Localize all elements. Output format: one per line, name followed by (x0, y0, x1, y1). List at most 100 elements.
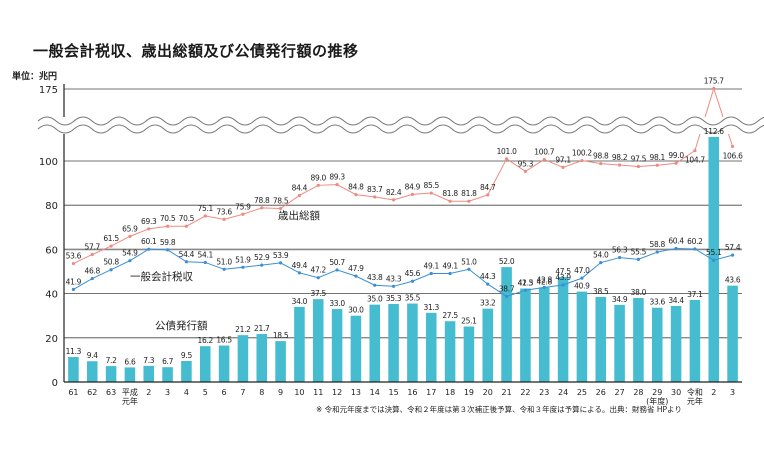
bar (670, 305, 682, 382)
bar (294, 306, 305, 382)
tax-value-label: 41.9 (66, 277, 82, 286)
x-tick-label: 27 (614, 388, 624, 397)
bar-value-label: 34.4 (668, 296, 684, 305)
tax-value-label: 43.9 (555, 273, 571, 282)
x-tick-label: 4 (184, 388, 189, 397)
x-tick-label: 20 (483, 388, 493, 397)
annotation-tax-revenue: 一般会計税収 (130, 270, 193, 283)
x-tick-label: 15 (388, 388, 398, 397)
bar-value-label: 40.9 (574, 282, 590, 291)
axis-break-mask (30, 117, 764, 134)
line-point (712, 86, 716, 91)
line-series (71, 86, 735, 299)
bar-value-label: 16.2 (198, 336, 214, 345)
expenditure-value-label: 85.5 (424, 181, 440, 190)
x-tick-label: 2 (711, 388, 716, 397)
bar (576, 291, 588, 382)
bar (538, 287, 550, 382)
line-point (222, 267, 226, 271)
line-point (109, 268, 113, 272)
bar (105, 366, 117, 382)
bar (275, 341, 286, 382)
expenditure-value-label: 78.5 (273, 197, 289, 206)
x-tick-label: 24 (558, 388, 568, 397)
bar (520, 288, 531, 382)
expenditure-value-label: 57.7 (85, 242, 101, 251)
bar-value-label: 37.5 (311, 289, 327, 298)
bar-value-label: 35.3 (386, 294, 402, 303)
line-point (599, 162, 603, 166)
line-point (674, 161, 678, 165)
x-tick-label: 7 (240, 388, 245, 397)
bar (181, 361, 192, 382)
tax-value-label: 60.4 (668, 237, 684, 246)
line-point (354, 192, 358, 197)
line-point (410, 192, 415, 196)
line-point (203, 260, 207, 265)
x-tick-label: 6 (222, 388, 227, 397)
tax-value-label: 56.3 (612, 246, 628, 255)
line-point (109, 244, 113, 248)
x-tick-label: 62 (87, 388, 97, 397)
tax-value-label: 53.9 (273, 251, 289, 260)
line-point (147, 247, 151, 251)
x-tick-label: 28 (633, 388, 643, 397)
bar (557, 277, 569, 382)
line-point (241, 265, 245, 269)
bar (237, 335, 249, 382)
bar-value-label: 38.0 (631, 288, 647, 297)
footnote: ※ 令和元年度までは決算、令和２年度は第３次補正後予算、令和３年度は予算による。… (316, 405, 682, 414)
line-point (523, 169, 528, 173)
expenditure-value-label: 65.9 (122, 224, 138, 233)
tax-value-label: 46.8 (85, 267, 101, 276)
line-point (448, 271, 452, 276)
bar (218, 345, 230, 382)
x-tick-label: 61 (68, 388, 78, 397)
expenditure-value-label: 78.8 (254, 196, 270, 205)
line-point (335, 183, 339, 187)
bar-value-label: 27.5 (442, 311, 458, 320)
bar (68, 357, 79, 382)
line-point (712, 258, 716, 262)
line-point (90, 276, 94, 281)
line-point (316, 183, 320, 187)
expenditure-value-label: 104.7 (685, 156, 705, 165)
line-point (165, 224, 170, 228)
line-point (354, 274, 358, 278)
bar (199, 346, 211, 382)
bar (388, 303, 399, 382)
bar (651, 307, 663, 382)
tax-value-label: 51.0 (461, 257, 477, 266)
bar-value-label: 9.5 (181, 351, 193, 360)
expenditure-value-label: 61.5 (103, 234, 119, 243)
expenditure-value-label: 95.3 (518, 159, 534, 168)
bar-value-label: 47.5 (555, 267, 571, 276)
tax-value-label: 55.5 (631, 247, 647, 256)
bar-value-label: 11.3 (66, 347, 82, 356)
x-tick-label: 23 (539, 388, 549, 397)
x-tick-label: 19 (464, 388, 474, 397)
line-point (335, 268, 339, 272)
line-point (128, 259, 132, 263)
tax-value-label: 57.4 (725, 243, 741, 252)
bar-value-label: 18.5 (273, 331, 289, 340)
expenditure-value-label: 83.7 (367, 185, 383, 194)
tax-value-label: 54.9 (122, 249, 138, 258)
line-point (184, 260, 189, 264)
bar (501, 267, 512, 382)
tax-value-label: 49.1 (424, 261, 440, 270)
expenditure-value-label: 97.1 (555, 155, 571, 164)
tax-value-label: 43.8 (367, 273, 383, 282)
x-tick-label: 17 (426, 388, 436, 397)
tax-value-label: 54.4 (179, 250, 195, 259)
line-point (410, 279, 415, 283)
line-point (693, 149, 697, 153)
line-point (617, 163, 622, 167)
bar (595, 296, 607, 382)
bar (463, 326, 475, 382)
tax-value-label: 42.8 (537, 275, 553, 284)
x-tick-label: 29 (652, 388, 662, 397)
x-tick-label: (年度) (646, 396, 668, 406)
bar-value-label: 31.3 (424, 303, 440, 312)
x-tick-label: 18 (445, 388, 455, 397)
